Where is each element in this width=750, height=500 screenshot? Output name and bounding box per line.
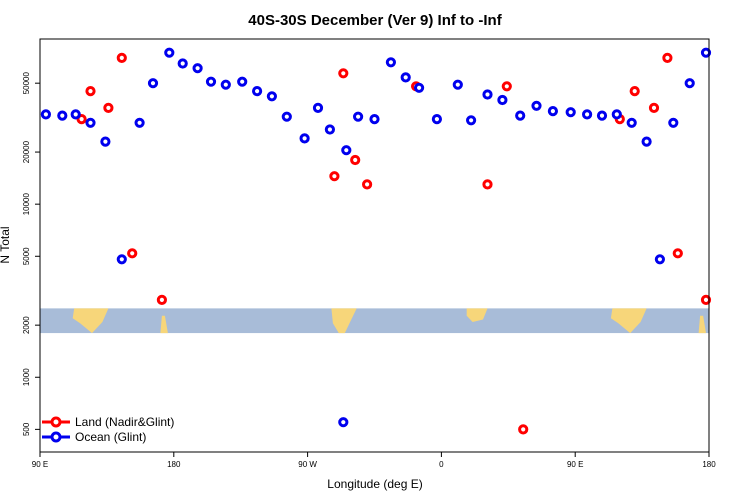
data-point — [482, 179, 493, 190]
data-point — [70, 109, 81, 120]
data-point — [164, 47, 175, 58]
data-point — [362, 179, 373, 190]
data-point — [369, 114, 380, 125]
x-tick-label: 90 E — [32, 460, 48, 469]
data-point — [338, 417, 349, 428]
map-band — [40, 308, 709, 334]
data-point — [40, 109, 52, 120]
data-point — [281, 111, 292, 122]
data-point — [299, 133, 310, 144]
chart-title: 40S-30S December (Ver 9) Inf to -Inf — [248, 12, 502, 29]
data-point — [515, 110, 526, 121]
data-point — [452, 79, 463, 90]
y-tick-label: 10000 — [22, 192, 31, 215]
data-point — [431, 114, 442, 125]
data-point — [596, 110, 608, 121]
data-point — [353, 111, 364, 122]
data-point — [482, 89, 493, 100]
data-point — [85, 86, 96, 97]
data-point — [266, 91, 277, 102]
map-land — [331, 308, 357, 334]
data-point — [147, 78, 159, 89]
x-tick-label: 0 — [439, 460, 444, 469]
data-point — [684, 78, 695, 89]
data-point — [400, 72, 411, 83]
data-point — [672, 248, 683, 259]
y-axis: 500 1000 2000 5000 10000 20000 50000 — [22, 72, 40, 436]
data-point — [116, 52, 127, 64]
legend-land-marker — [50, 416, 62, 428]
y-tick-label: 5000 — [22, 247, 31, 265]
data-point — [518, 424, 529, 435]
data-point — [100, 136, 111, 147]
x-tick-label: 90 E — [567, 460, 583, 469]
data-point — [127, 248, 138, 259]
data-point — [192, 63, 203, 74]
data-point — [205, 76, 217, 87]
map-land — [160, 315, 168, 334]
y-tick-label: 50000 — [22, 72, 31, 95]
data-point — [252, 86, 263, 97]
data-point — [654, 254, 666, 265]
data-point — [350, 154, 361, 166]
map-land — [466, 308, 488, 322]
data-point — [177, 58, 188, 69]
data-point — [565, 107, 576, 118]
data-point — [116, 254, 127, 265]
plot-points — [40, 47, 712, 435]
data-point — [497, 94, 508, 106]
y-tick-label: 2000 — [22, 316, 31, 334]
data-point — [547, 106, 559, 117]
data-point — [668, 117, 679, 128]
map-land — [698, 315, 706, 334]
data-point — [611, 109, 622, 120]
data-point — [626, 117, 637, 128]
data-point — [582, 109, 593, 120]
y-tick-label: 500 — [22, 422, 31, 436]
data-point — [85, 117, 96, 128]
data-point — [103, 102, 114, 114]
data-point — [414, 82, 425, 93]
data-point — [312, 102, 324, 114]
x-axis-label: Longitude (deg E) — [327, 477, 422, 491]
data-point — [648, 102, 660, 114]
map-ocean — [40, 308, 709, 334]
data-point — [338, 68, 349, 79]
y-tick-label: 20000 — [22, 140, 31, 163]
legend-land-label: Land (Nadir&Glint) — [75, 415, 174, 429]
x-axis: 90 E 180 90 W 0 90 E 180 — [32, 452, 716, 469]
data-point — [237, 76, 248, 87]
data-point — [641, 136, 652, 147]
data-point — [329, 171, 340, 182]
series-1 — [40, 47, 712, 428]
data-point — [220, 79, 231, 90]
data-point — [466, 115, 477, 126]
plot-frame — [39, 38, 710, 453]
y-axis-label: N Total — [0, 226, 12, 263]
data-point — [662, 52, 673, 64]
data-point — [134, 117, 145, 128]
data-point — [700, 294, 712, 305]
x-tick-label: 90 W — [298, 460, 317, 469]
data-point — [501, 81, 512, 92]
legend: Land (Nadir&Glint) Ocean (Glint) — [42, 415, 174, 444]
data-point — [629, 86, 640, 97]
y-tick-label: 1000 — [22, 368, 31, 386]
legend-ocean-marker — [50, 431, 62, 443]
data-point — [156, 294, 167, 305]
data-point — [324, 124, 335, 135]
data-point — [341, 145, 352, 156]
data-point — [57, 110, 68, 121]
x-tick-label: 180 — [167, 460, 181, 469]
data-point — [385, 57, 396, 68]
series-0 — [76, 52, 712, 435]
x-tick-label: 180 — [702, 460, 716, 469]
legend-ocean-label: Ocean (Glint) — [75, 430, 146, 444]
data-point — [531, 100, 542, 111]
map-land — [610, 308, 647, 334]
data-point — [700, 47, 712, 58]
map-land — [72, 308, 109, 334]
